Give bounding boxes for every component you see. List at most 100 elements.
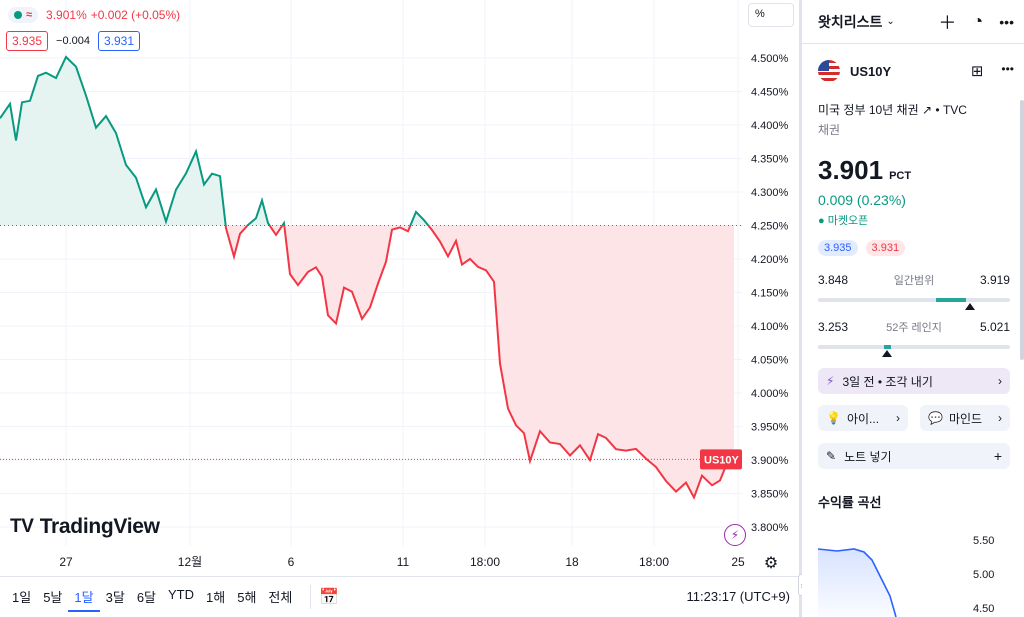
plus-icon[interactable]: ＋ bbox=[938, 12, 957, 33]
price-axis-label: 4.250% bbox=[751, 221, 789, 233]
logo-text: TradingView bbox=[39, 515, 160, 538]
yield-curve-area bbox=[818, 549, 896, 617]
time-axis-label: 25 bbox=[731, 555, 745, 569]
minds-label: 마인드 bbox=[948, 411, 983, 426]
range-5d[interactable]: 5날 bbox=[43, 589, 63, 605]
chart-area[interactable]: 4.500% 4.450% 4.400% 4.350% 4.300% 4.250% 4.20… bbox=[0, 0, 800, 576]
exchange: TVC bbox=[942, 103, 967, 117]
range-1y[interactable]: 1해 bbox=[206, 589, 226, 605]
chevron-down-icon[interactable]: ⌄ bbox=[886, 16, 895, 27]
minds-button[interactable]: 💬 마인드 › bbox=[920, 405, 1010, 431]
plus-icon: + bbox=[993, 448, 1002, 464]
price-unit: PCT bbox=[889, 170, 912, 182]
range-1d[interactable]: 1일 bbox=[12, 589, 32, 605]
time-axis-label: 11 bbox=[397, 555, 410, 569]
calendar-goto-icon[interactable]: 📅 bbox=[310, 585, 347, 609]
week52-label: 52주 레인지 bbox=[886, 322, 942, 334]
chat-icon: 💬 bbox=[928, 411, 943, 425]
legend-toggle[interactable]: ≈ bbox=[8, 7, 39, 23]
price-line-up bbox=[0, 55, 430, 226]
us-flag-icon bbox=[818, 60, 840, 82]
yield-curve-chart[interactable] bbox=[802, 520, 970, 617]
add-note-button[interactable]: ✎ 노트 넣기 + bbox=[818, 443, 1010, 469]
settings-gear-icon[interactable]: ⚙ bbox=[763, 555, 779, 572]
watchlist-actions: ＋ ◔ ••• bbox=[938, 9, 1014, 35]
price-axis-label: 4.300% bbox=[751, 187, 789, 199]
market-status: ● 마켓오픈 bbox=[818, 215, 869, 227]
range-1m[interactable]: 1달 bbox=[68, 583, 100, 612]
bid-ask-row: 3.935 −0.004 3.931 bbox=[6, 31, 141, 51]
external-link-icon[interactable]: ↗ bbox=[921, 103, 933, 117]
day-range-pointer bbox=[964, 303, 975, 310]
yield-curve-line bbox=[817, 548, 897, 617]
range-all[interactable]: 전체 bbox=[268, 589, 293, 605]
last-price: 3.901 PCT bbox=[818, 155, 911, 186]
ask-price[interactable]: 3.931 bbox=[97, 31, 141, 51]
price-axis-label: 4.400% bbox=[751, 120, 789, 132]
day-range-fill bbox=[935, 298, 966, 302]
ideas-label: 아이... bbox=[846, 411, 880, 426]
chevron-right-icon: › bbox=[998, 411, 1002, 425]
chevron-right-icon: › bbox=[896, 411, 900, 425]
time-axis-label: 18:00 bbox=[470, 555, 500, 569]
more-icon[interactable]: ••• bbox=[1001, 62, 1014, 76]
panel-scrollbar[interactable] bbox=[1020, 100, 1024, 360]
symbol-name[interactable]: US10Y bbox=[850, 63, 892, 79]
tradingview-logo: TV TradingView bbox=[10, 515, 160, 539]
price-chart[interactable]: 4.500% 4.450% 4.400% 4.350% 4.300% 4.250% 4.20… bbox=[0, 0, 800, 576]
watchlist-header: 왓치리스트 ⌄ ＋ ◔ ••• bbox=[802, 0, 1024, 44]
more-icon[interactable]: ••• bbox=[999, 13, 1014, 30]
lightning-icon[interactable]: ⚡ bbox=[724, 524, 746, 546]
legend-price: 3.901% bbox=[46, 8, 87, 22]
timeframe-bar: 1일 5날 1달 3달 6달 YTD 1해 5해 전체 📅 11:23:17 (… bbox=[0, 576, 800, 617]
pie-chart-icon[interactable]: ◔ bbox=[972, 11, 984, 31]
chevron-right-icon: › bbox=[998, 374, 1002, 388]
yield-axis-label: 5.50 bbox=[973, 535, 995, 547]
range-3m[interactable]: 3달 bbox=[105, 589, 125, 605]
time-axis-label: 27 bbox=[59, 555, 73, 569]
time-axis-label: 18 bbox=[565, 555, 579, 569]
symbol-row: US10Y ⊞ ••• bbox=[818, 60, 1014, 82]
legend-change: +0.002 (+0.05%) bbox=[90, 8, 181, 22]
price-axis-label: 4.150% bbox=[751, 288, 789, 300]
symbol-tag-bg bbox=[700, 449, 742, 470]
range-6m[interactable]: 6달 bbox=[136, 589, 157, 605]
ideas-button[interactable]: 💡 아이... › bbox=[818, 405, 908, 431]
day-range-track bbox=[818, 298, 1010, 310]
side-ask: 3.931 bbox=[865, 240, 906, 256]
clock[interactable]: 11:23:17 (UTC+9) bbox=[686, 589, 790, 604]
grid-icon[interactable]: ⊞ bbox=[970, 63, 984, 80]
price-change: 0.009 (0.23%) bbox=[818, 192, 906, 208]
idea-label: 3일 전 • 조각 내기 bbox=[842, 374, 933, 389]
time-axis-label: 6 bbox=[288, 555, 295, 569]
legend-row: ≈ 3.901% +0.002 (+0.05%) bbox=[8, 6, 180, 24]
watchlist-title[interactable]: 왓치리스트 bbox=[818, 13, 883, 30]
week52-high: 5.021 bbox=[979, 320, 1010, 334]
symbol-actions: ⊞ ••• bbox=[971, 62, 1014, 80]
week52-pointer bbox=[882, 350, 893, 357]
yield-curve-title: 수익률 곡선 bbox=[818, 495, 882, 510]
price-axis-label: 4.450% bbox=[751, 87, 789, 99]
scale-percent-button[interactable]: % bbox=[748, 3, 794, 27]
price-axis-label: 4.050% bbox=[751, 355, 789, 367]
price-axis-label: 4.500% bbox=[751, 53, 789, 65]
range-5y[interactable]: 5해 bbox=[237, 589, 257, 605]
range-list: 1일 5날 1달 3달 6달 YTD 1해 5해 전체 bbox=[6, 583, 298, 612]
idea-button[interactable]: ⚡ 3일 전 • 조각 내기 › bbox=[818, 368, 1010, 394]
week52-track bbox=[818, 345, 1010, 357]
price-axis-label: 3.800% bbox=[751, 522, 789, 534]
range-ytd[interactable]: YTD bbox=[168, 586, 195, 602]
week52-fill bbox=[884, 345, 892, 349]
description-text[interactable]: 미국 정부 10년 채권 bbox=[818, 103, 919, 117]
price-axis-label: 4.100% bbox=[751, 321, 789, 333]
note-label: 노트 넣기 bbox=[844, 449, 892, 464]
yield-axis-label: 5.00 bbox=[973, 569, 995, 581]
panel-divider[interactable] bbox=[799, 0, 802, 617]
bid-price[interactable]: 3.935 bbox=[6, 31, 49, 51]
price-axis-label: 4.200% bbox=[751, 254, 789, 266]
bolt-icon: ⚡ bbox=[826, 374, 835, 388]
spread-value: −0.004 bbox=[56, 35, 90, 47]
wave-icon: ≈ bbox=[26, 9, 33, 21]
day-range-low: 3.848 bbox=[818, 273, 849, 287]
separator: • bbox=[935, 103, 940, 117]
